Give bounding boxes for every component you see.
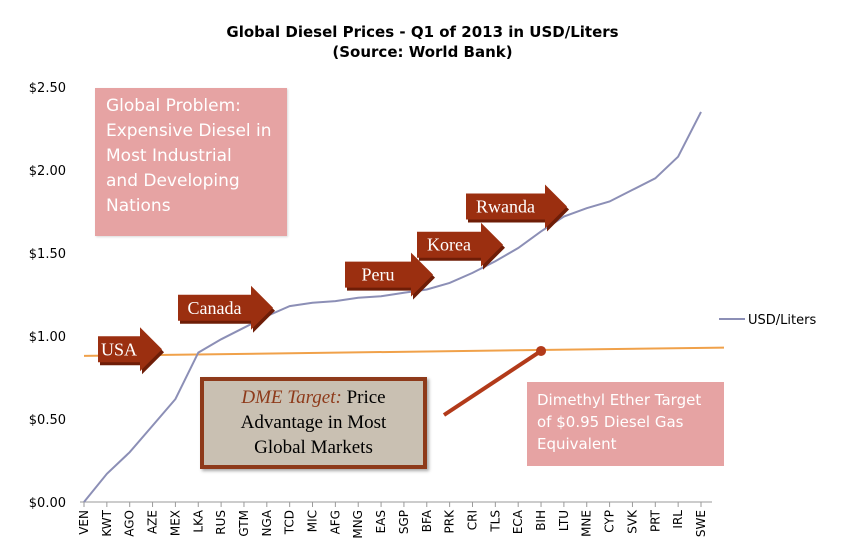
x-tick-label: BIH xyxy=(534,510,548,531)
chart-title-block: Global Diesel Prices - Q1 of 2013 in USD… xyxy=(0,22,845,62)
x-tick-label: VEN xyxy=(77,510,91,535)
ether-line: Dimethyl Ether Target xyxy=(537,391,702,409)
x-tick-label: AGO xyxy=(123,510,137,537)
dme-line: Global Markets xyxy=(254,437,373,458)
problem-line: and Developing xyxy=(106,171,240,191)
pointer-layer xyxy=(442,345,547,417)
axes: $0.00 $0.50 $1.00 $1.50 $2.00 $2.50 VEN KWT AGO A… xyxy=(29,81,712,539)
global-problem-box: Global Problem: Expensive Diesel in Most… xyxy=(95,88,287,236)
y-tick-label: $0.00 xyxy=(29,496,66,511)
target-price-line xyxy=(83,346,725,357)
x-tick-label: PRT xyxy=(648,509,662,532)
target-marker xyxy=(536,345,547,356)
legend: USD/Liters xyxy=(719,313,816,328)
x-tick-label: NGA xyxy=(260,509,274,536)
x-tick-label: MEX xyxy=(168,510,182,536)
y-tick-label: $1.00 xyxy=(29,330,66,345)
dme-target-label: DME Target: xyxy=(241,387,342,408)
target-line-layer xyxy=(83,346,725,357)
y-tick-label: $2.00 xyxy=(29,164,66,179)
problem-line: Nations xyxy=(106,196,171,216)
x-tick-label: GTM xyxy=(237,510,251,537)
dme-line: Advantage in Most xyxy=(240,412,387,433)
x-tick-label: IRL xyxy=(671,510,685,529)
legend-label: USD/Liters xyxy=(748,313,816,328)
ether-line: Equivalent xyxy=(537,435,617,453)
problem-line: Expensive Diesel in xyxy=(106,121,272,141)
x-tick-label: LTU xyxy=(557,510,571,531)
x-tick-label: SVK xyxy=(625,509,639,534)
x-tick-label: AZE xyxy=(146,510,160,534)
x-tick-label: MIC xyxy=(306,510,320,532)
dimethyl-ether-box: Dimethyl Ether Target of $0.95 Diesel Ga… xyxy=(527,382,724,466)
x-tick-label: SGP xyxy=(397,510,411,534)
x-tick-label: ECA xyxy=(511,509,525,534)
problem-line: Global Problem: xyxy=(106,96,241,116)
dme-line-1: DME Target: Price xyxy=(204,385,423,410)
x-tick-label: TCD xyxy=(283,510,297,535)
y-tick-label: $0.50 xyxy=(29,413,66,428)
x-tick-label: KWT xyxy=(100,509,114,536)
x-tick-label: CYP xyxy=(603,510,617,533)
x-tick-label: LKA xyxy=(191,509,205,532)
x-tick-label: BFA xyxy=(420,509,434,532)
target-pointer-line xyxy=(442,349,543,417)
x-tick-label: MNE xyxy=(580,510,594,537)
x-tick-label: EAS xyxy=(374,510,388,533)
dme-target-box: DME Target: Price Advantage in Most Glob… xyxy=(200,377,427,469)
ether-line: of $0.95 Diesel Gas xyxy=(537,413,684,431)
y-tick-label: $2.50 xyxy=(29,81,66,96)
dme-line-1-rest: Price xyxy=(346,387,386,408)
problem-line: Most Industrial xyxy=(106,146,232,166)
x-tick-label: TLS xyxy=(488,510,502,533)
y-tick-label: $1.50 xyxy=(29,247,66,262)
x-tick-label: SWE xyxy=(694,510,708,537)
chart-subtitle: (Source: World Bank) xyxy=(332,43,513,61)
x-tick-label: RUS xyxy=(214,510,228,535)
x-tick-label: MNG xyxy=(351,510,365,539)
chart-title: Global Diesel Prices - Q1 of 2013 in USD… xyxy=(226,23,619,41)
x-tick-label: AFG xyxy=(328,510,342,534)
x-tick-label: PRK xyxy=(443,509,457,534)
x-tick-label: CRI xyxy=(465,510,479,530)
